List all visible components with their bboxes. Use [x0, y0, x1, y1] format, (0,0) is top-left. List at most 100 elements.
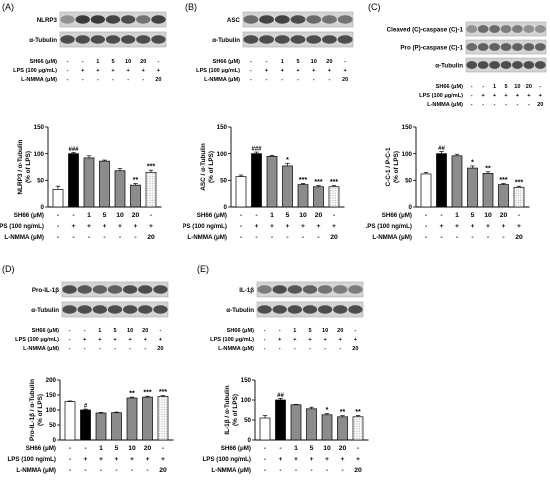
blot-band — [477, 61, 489, 69]
bar — [95, 412, 107, 441]
chart-treatment-value: + — [161, 456, 165, 463]
chart-treatment-label: LPS (100 ng/mL) — [0, 223, 44, 230]
blot-band — [348, 305, 363, 314]
bar — [282, 165, 293, 208]
chart-treatment-value: - — [518, 212, 520, 219]
chart-treatment-value: + — [134, 223, 138, 230]
treatment-value: + — [281, 68, 285, 74]
significance-label: ### — [251, 147, 262, 153]
treatment-value: - — [279, 328, 281, 334]
chart-treatment-value: - — [487, 234, 489, 241]
treatment-value: - — [114, 346, 116, 352]
treatment-value: + — [539, 93, 543, 99]
treatment-value: 20 — [157, 346, 163, 352]
significance-label: ** — [133, 177, 139, 184]
y-tick-label: 0 — [224, 204, 228, 211]
chart-treatment-value: + — [146, 456, 150, 463]
treatment-value: 5 — [308, 328, 311, 334]
treatment-value: - — [250, 68, 252, 74]
treatment-value: 20 — [155, 77, 161, 83]
chart-treatment-label: SH66 (μM) — [197, 212, 227, 219]
blot-label: α-Tubulin — [29, 37, 57, 44]
significance-label: * — [286, 157, 289, 164]
chart-treatment-label: L-NMMA (μM) — [372, 234, 412, 241]
blot-label: α-Tubulin — [31, 307, 59, 314]
blot-band — [534, 61, 546, 69]
chart-treatment-label: L-NMMA (μM) — [4, 234, 44, 241]
bar — [297, 184, 309, 208]
treatment-value: - — [159, 328, 161, 334]
blot-band — [151, 35, 166, 44]
blot-band — [257, 285, 272, 294]
bar — [328, 186, 340, 208]
blot-band — [105, 35, 121, 44]
blot-band — [77, 305, 92, 314]
treatment-value: - — [127, 77, 129, 83]
treatment-value: + — [354, 337, 358, 343]
bar — [142, 396, 153, 441]
bar — [313, 186, 324, 208]
treatment-value: - — [112, 77, 114, 83]
significance-label: * — [471, 159, 474, 166]
bar — [436, 153, 447, 208]
significance-label: ## — [277, 393, 284, 399]
chart-treatment-value: - — [295, 467, 297, 474]
bar — [114, 170, 126, 208]
treatment-label: SH66 (μM) — [30, 59, 57, 65]
treatment-value: + — [312, 68, 316, 74]
treatment-value: + — [159, 337, 163, 343]
blot-band — [259, 35, 274, 44]
bar — [111, 412, 122, 441]
treatment-value: - — [539, 84, 541, 90]
treatment-label: LPS (100 μg/mL) — [13, 68, 57, 74]
significance-label: *** — [299, 177, 307, 184]
chart-treatment-value: + — [84, 456, 88, 463]
significance-label: *** — [499, 177, 507, 184]
chart-treatment-value: 20 — [339, 445, 347, 452]
treatment-label: L-NMMA (μM) — [218, 346, 254, 352]
y-tick-label: 0 — [409, 204, 413, 211]
treatment-label: L-NMMA (μM) — [23, 346, 59, 352]
blot-band — [512, 43, 523, 51]
treatment-value: - — [516, 102, 518, 108]
chart-treatment-value: - — [100, 467, 102, 474]
chart-treatment-value: - — [84, 445, 86, 452]
blot-band — [477, 43, 489, 51]
blot-band — [318, 285, 333, 294]
figure-svg: (C) Cleaved (C)-caspase (C)-1 Pro (P)-casp… — [366, 2, 547, 241]
blot-label: Pro (P)-caspase (C)-1 — [400, 45, 463, 52]
treatment-value: - — [344, 59, 346, 65]
treatment-value: - — [266, 59, 268, 65]
treatment-value: - — [482, 84, 484, 90]
treatment-value: 10 — [311, 59, 317, 65]
chart-treatment-value: 5 — [286, 212, 290, 219]
treatment-label: LPS (100 μg/mL) — [419, 93, 463, 99]
treatment-value: + — [293, 337, 297, 343]
chart-treatment-value: - — [69, 445, 71, 452]
treatment-value: + — [113, 337, 117, 343]
blot-band — [75, 35, 90, 44]
chart-treatment-value: - — [326, 467, 328, 474]
chart-treatment-value: 10 — [323, 445, 331, 452]
blot-band — [60, 35, 75, 44]
chart-treatment-value: + — [517, 223, 521, 230]
treatment-value: + — [83, 337, 87, 343]
treatment-value: - — [264, 337, 266, 343]
treatment-value: - — [97, 77, 99, 83]
blot-band — [274, 35, 290, 44]
treatment-value: - — [264, 328, 266, 334]
y-tick-label: 0 — [41, 204, 45, 211]
chart-treatment-label: L-NMMA (μM) — [187, 234, 227, 241]
treatment-label: LPS (100 μg/mL) — [196, 68, 240, 74]
chart-treatment-value: - — [146, 467, 148, 474]
chart-treatment-label: L-NMMA (μM) — [16, 467, 56, 474]
chart-treatment-value: - — [84, 467, 86, 474]
chart-treatment-value: - — [279, 445, 281, 452]
chart-treatment-value: - — [57, 223, 59, 230]
treatment-value: + — [504, 93, 508, 99]
blot-band — [75, 15, 90, 24]
chart-treatment-label: LPS (100 ng/mL) — [203, 456, 251, 463]
treatment-label: SH66 (μM) — [227, 328, 254, 334]
